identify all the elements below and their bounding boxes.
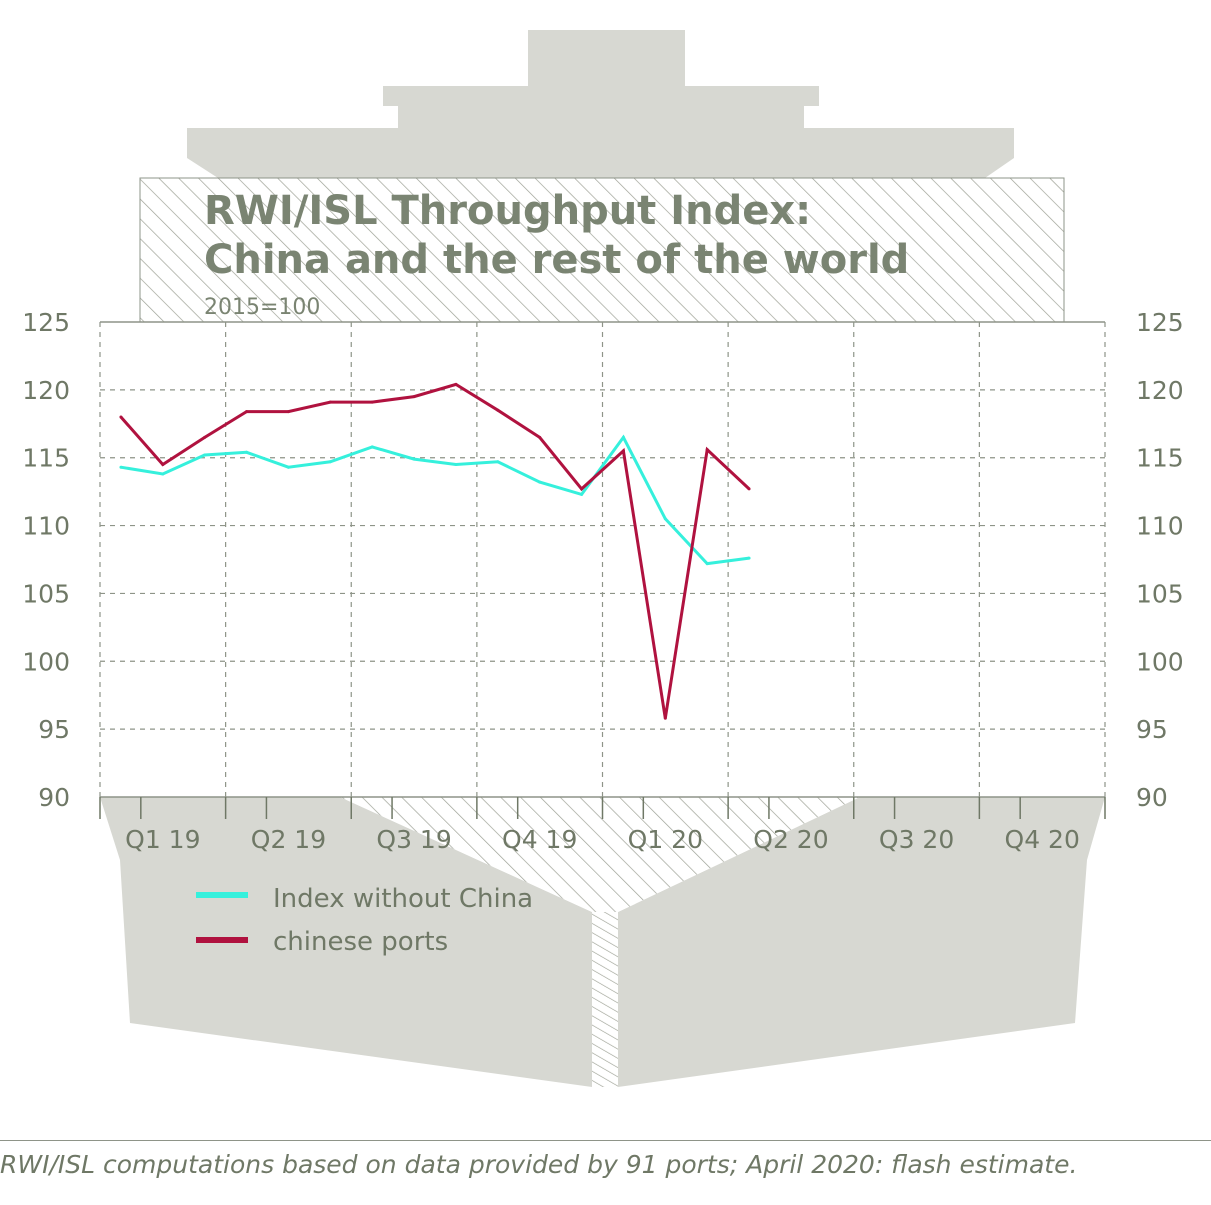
- chart-title-line2: China and the rest of the world: [204, 237, 909, 283]
- data-point-chinese-ports-2020-04: [747, 487, 751, 491]
- data-point-index-without-china-2019-02: [161, 472, 165, 476]
- data-point-index-without-china-2019-09: [454, 463, 458, 466]
- data-point-index-without-china-2019-11: [538, 480, 542, 484]
- y-tick-left-120: 120: [22, 376, 70, 405]
- x-label-q1-20: Q1 20: [628, 825, 703, 854]
- y-tick-right-110: 110: [1136, 512, 1184, 541]
- footer-rule: [0, 1140, 1211, 1141]
- x-axis-quarter-labels: Q1 19 Q2 19 Q3 19 Q4 19 Q1 20 Q2 20 Q3 20 Q4 20: [125, 825, 1080, 854]
- data-point-chinese-ports-2019-06: [328, 400, 332, 404]
- source-note: RWI/ISL computations based on data provi…: [0, 1150, 1078, 1179]
- y-tick-left-90: 90: [38, 783, 70, 812]
- data-point-index-without-china-2019-07: [370, 445, 374, 449]
- y-tick-left-105: 105: [22, 579, 70, 608]
- data-point-chinese-ports-2020-01: [621, 449, 625, 453]
- x-label-q4-20: Q4 20: [1005, 825, 1080, 854]
- x-label-q4-19: Q4 19: [502, 825, 577, 854]
- data-point-chinese-ports-2019-09: [454, 382, 458, 386]
- data-point-index-without-china-2020-01: [621, 435, 625, 439]
- y-tick-left-100: 100: [22, 647, 70, 676]
- y-tick-left-110: 110: [22, 512, 70, 541]
- data-point-index-without-china-2020-04: [747, 556, 751, 560]
- x-label-q2-19: Q2 19: [251, 825, 326, 854]
- legend-label-chinese-ports: chinese ports: [273, 927, 448, 957]
- data-point-index-without-china-2019-06: [328, 460, 332, 464]
- y-tick-left-95: 95: [38, 715, 70, 744]
- y-axis-labels-left: 90 95 100 105 110 115 120 125: [22, 308, 70, 812]
- y-tick-right-90: 90: [1136, 783, 1168, 812]
- data-point-chinese-ports-2019-12: [580, 487, 584, 491]
- legend-label-index-without-china: Index without China: [273, 884, 533, 914]
- y-tick-right-115: 115: [1136, 444, 1184, 473]
- chart-subtitle: 2015=100: [204, 295, 320, 320]
- data-point-index-without-china-2019-03: [203, 453, 207, 457]
- ship-illustration: [100, 30, 1105, 1087]
- chart-title-line1: RWI/ISL Throughput Index:: [204, 188, 811, 234]
- y-tick-left-115: 115: [22, 444, 70, 473]
- data-point-chinese-ports-2019-02: [161, 463, 165, 466]
- data-point-index-without-china-2020-03: [705, 562, 709, 566]
- y-tick-right-105: 105: [1136, 579, 1184, 608]
- series-line-chinese-ports: [119, 382, 751, 719]
- x-label-q2-20: Q2 20: [753, 825, 828, 854]
- y-tick-right-120: 120: [1136, 376, 1184, 405]
- legend: Index without China chinese ports: [196, 884, 533, 957]
- grid-lines: [99, 322, 1106, 797]
- x-label-q1-19: Q1 19: [125, 825, 200, 854]
- data-point-chinese-ports-2019-04: [245, 410, 249, 414]
- data-point-index-without-china-2019-08: [412, 457, 416, 461]
- data-point-index-without-china-2020-02: [663, 517, 667, 521]
- data-point-index-without-china-2019-01: [119, 465, 123, 469]
- y-tick-right-95: 95: [1136, 715, 1168, 744]
- data-point-chinese-ports-2019-03: [203, 435, 207, 439]
- data-point-index-without-china-2019-04: [245, 450, 249, 454]
- y-axis-labels-right: 90 95 100 105 110 115 120 125: [1136, 308, 1184, 812]
- series-line-index-without-china: [120, 434, 750, 566]
- y-tick-left-125: 125: [22, 308, 70, 337]
- data-point-chinese-ports-2020-02: [663, 716, 667, 720]
- data-point-index-without-china-2019-12: [580, 492, 584, 496]
- series-layer: [119, 382, 751, 720]
- y-tick-right-125: 125: [1136, 308, 1184, 337]
- x-axis-ticks: [99, 797, 1106, 819]
- y-tick-right-100: 100: [1136, 647, 1184, 676]
- x-label-q3-19: Q3 19: [376, 825, 451, 854]
- data-point-index-without-china-2019-05: [286, 465, 290, 469]
- data-point-chinese-ports-2019-10: [496, 408, 500, 412]
- plot-area: [99, 321, 1106, 819]
- data-point-chinese-ports-2019-11: [538, 435, 542, 439]
- data-point-chinese-ports-2020-03: [705, 448, 709, 452]
- data-point-chinese-ports-2019-05: [286, 410, 290, 414]
- data-point-chinese-ports-2019-07: [370, 400, 374, 404]
- data-point-chinese-ports-2019-08: [412, 395, 416, 399]
- data-point-index-without-china-2019-10: [496, 460, 500, 464]
- data-point-chinese-ports-2019-01: [119, 415, 123, 419]
- x-label-q3-20: Q3 20: [879, 825, 954, 854]
